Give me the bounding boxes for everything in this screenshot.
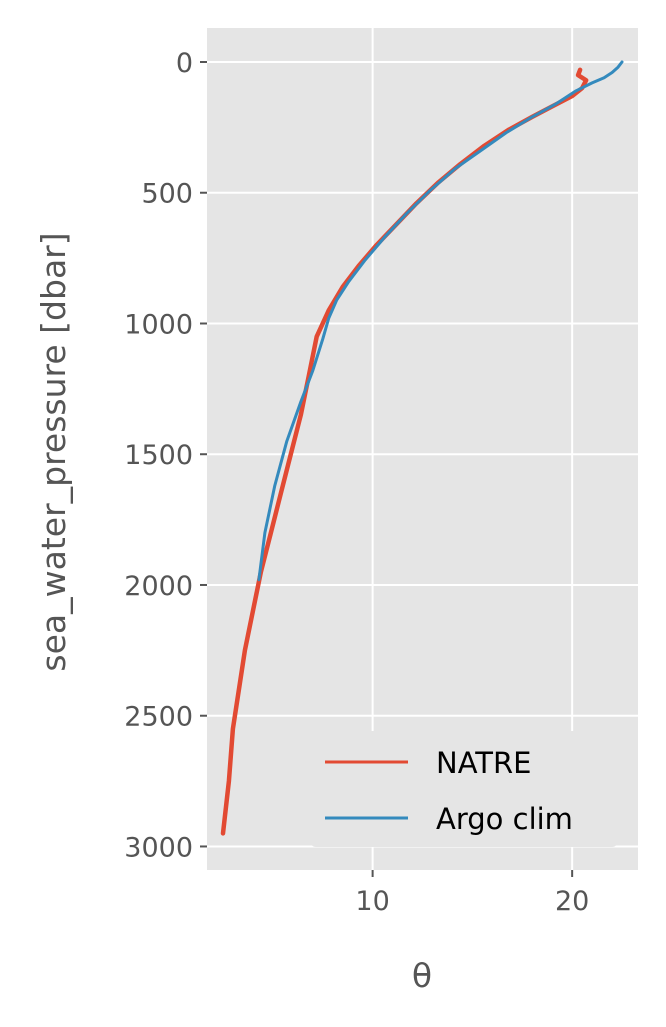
y-tick-label: 2000	[124, 571, 193, 602]
legend: NATRE Argo clim	[310, 731, 618, 847]
legend-label-argo-clim: Argo clim	[436, 802, 573, 836]
x-tick-label: 20	[555, 886, 589, 917]
grid	[207, 28, 638, 870]
y-tick-label: 0	[176, 48, 193, 79]
x-axis: 10 20	[355, 870, 589, 917]
y-tick-label: 500	[141, 179, 193, 210]
legend-label-natre: NATRE	[436, 746, 531, 780]
series-line-argo-clim	[257, 60, 624, 582]
x-tick-label: 10	[355, 886, 389, 917]
y-tick-label: 1000	[124, 309, 193, 340]
x-axis-label: θ	[412, 956, 432, 995]
plot-area	[207, 28, 638, 870]
y-axis: 0 500 1000 1500 2000 2500 3000	[124, 48, 207, 863]
series-layer	[220, 60, 624, 836]
y-tick-label: 2500	[124, 702, 193, 733]
y-axis-label: sea_water_pressure [dbar]	[34, 232, 73, 671]
y-tick-label: 1500	[124, 440, 193, 471]
y-tick-label: 3000	[124, 832, 193, 863]
